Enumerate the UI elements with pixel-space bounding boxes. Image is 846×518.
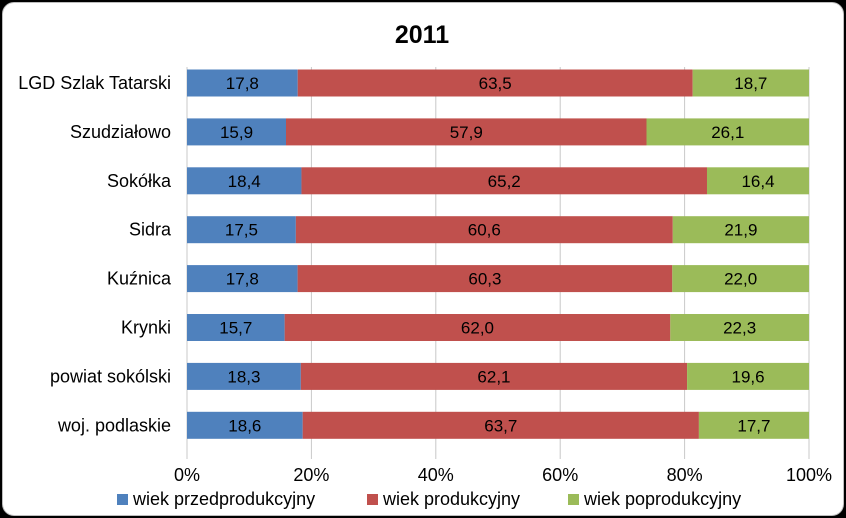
data-label: 17,5 [225, 221, 258, 240]
bar-segment [187, 265, 298, 293]
bar-segment [297, 265, 673, 293]
bar-segment [698, 411, 809, 439]
data-label: 18,6 [228, 416, 261, 435]
x-axis-ticks: 0% 20% 40% 60% 80% 100% [174, 465, 832, 485]
data-label: 15,7 [219, 319, 252, 338]
legend-label: wiek produkcyjny [382, 489, 520, 509]
category-label: Szudziałowo [70, 122, 171, 142]
x-tick-label: 80% [667, 465, 703, 485]
category-label: Krynki [121, 318, 171, 338]
bar-segment [285, 118, 647, 146]
category-label: Sidra [129, 220, 172, 240]
legend-swatch [367, 494, 378, 505]
bar-segment [301, 167, 707, 195]
data-label: 18,3 [227, 367, 260, 386]
data-label: 15,9 [220, 123, 253, 142]
bar-segment [302, 411, 699, 439]
data-label: 17,8 [226, 74, 259, 93]
legend-swatch [568, 494, 579, 505]
data-label: 22,0 [724, 270, 757, 289]
chart-title: 2011 [395, 21, 449, 49]
category-label: Kuźnica [107, 269, 172, 289]
x-tick-label: 20% [293, 465, 329, 485]
x-tick-label: 40% [418, 465, 454, 485]
data-label: 60,6 [468, 221, 501, 240]
data-label: 26,1 [711, 123, 744, 142]
data-label: 17,8 [226, 270, 259, 289]
bar-segment [687, 362, 809, 390]
category-label: powiat sokólski [50, 366, 171, 386]
legend-label: wiek poprodukcyjny [583, 489, 741, 509]
data-label: 22,3 [723, 319, 756, 338]
x-tick-label: 60% [542, 465, 578, 485]
data-label: 63,5 [479, 74, 512, 93]
data-label: 17,7 [737, 416, 770, 435]
category-labels: LGD Szlak Tatarski Szudziałowo Sokółka Sidr… [18, 73, 172, 435]
data-label: 18,7 [734, 74, 767, 93]
bar-segment [672, 216, 809, 244]
legend: wiek przedprodukcyjny wiek produkcyjny wie… [117, 489, 741, 509]
category-label: woj. podlaskie [57, 415, 171, 435]
legend-swatch [117, 494, 128, 505]
bar-segment [646, 118, 809, 146]
bar-segment [187, 411, 303, 439]
bar-segment [295, 216, 673, 244]
x-tick-label: 100% [786, 465, 832, 485]
bar-segment [187, 362, 301, 390]
data-label: 62,0 [461, 319, 494, 338]
x-tick-label: 0% [174, 465, 200, 485]
bar-segment [187, 216, 296, 244]
bar-segment [300, 362, 688, 390]
category-label: Sokółka [107, 171, 172, 191]
bar-segment [187, 69, 298, 97]
data-label: 18,4 [228, 172, 261, 191]
bar-segment [672, 265, 809, 293]
bar-segment [187, 314, 285, 341]
bars: 17,8 63,5 18,7 15,9 57,9 26,1 18,4 65,2 16,4 17,5… [187, 69, 809, 439]
stacked-bar-chart: 2011 17,8 63,5 18,7 15,9 57,9 26,1 18,4 65,2 16,… [18, 21, 832, 509]
data-label: 60,3 [468, 270, 501, 289]
bar-segment [187, 167, 302, 195]
bar-segment [187, 118, 286, 146]
data-label: 16,4 [741, 172, 774, 191]
data-label: 62,1 [477, 367, 510, 386]
data-label: 19,6 [731, 367, 764, 386]
data-label: 57,9 [450, 123, 483, 142]
bar-segment [692, 69, 809, 97]
legend-label: wiek przedprodukcyjny [132, 489, 315, 509]
data-label: 21,9 [724, 221, 757, 240]
bar-segment [670, 314, 809, 341]
bar-segment [297, 69, 693, 97]
category-label: LGD Szlak Tatarski [18, 73, 171, 93]
bar-segment [706, 167, 809, 195]
data-label: 63,7 [484, 416, 517, 435]
data-label: 65,2 [488, 172, 521, 191]
bar-segment [284, 314, 671, 341]
